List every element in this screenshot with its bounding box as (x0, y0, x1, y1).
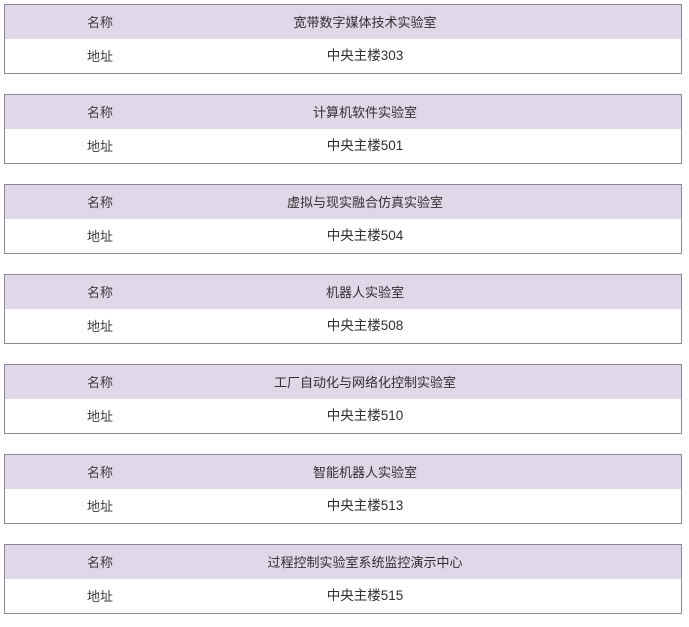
lab-name-row: 名称 计算机软件实验室 (5, 95, 681, 129)
lab-name-value: 机器人实验室 (325, 284, 404, 300)
lab-name-value: 宽带数字媒体技术实验室 (293, 14, 437, 30)
lab-card: 名称 机器人实验室地址 中央主楼508 (4, 274, 682, 344)
lab-name-label: 名称 (87, 554, 114, 570)
lab-address-label: 地址 (87, 48, 114, 64)
lab-name-label: 名称 (87, 104, 114, 120)
lab-address-value: 中央主楼510 (326, 408, 404, 424)
lab-address-label: 地址 (87, 318, 114, 334)
lab-name-row: 名称 虚拟与现实融合仿真实验室 (5, 185, 681, 219)
lab-name-row: 名称 工厂自动化与网络化控制实验室 (5, 365, 681, 399)
lab-name-label: 名称 (87, 194, 114, 210)
lab-address-row: 地址 中央主楼510 (5, 399, 681, 433)
lab-name-label: 名称 (87, 464, 114, 480)
lab-card: 名称 智能机器人实验室地址 中央主楼513 (4, 454, 682, 524)
lab-address-row: 地址 中央主楼501 (5, 129, 681, 163)
lab-card: 名称 工厂自动化与网络化控制实验室地址 中央主楼510 (4, 364, 682, 434)
lab-address-value: 中央主楼508 (326, 318, 404, 334)
lab-name-label: 名称 (87, 374, 114, 390)
lab-card: 名称 计算机软件实验室地址 中央主楼501 (4, 94, 682, 164)
lab-address-value: 中央主楼513 (326, 498, 404, 514)
lab-name-row: 名称 过程控制实验室系统监控演示中心 (5, 545, 681, 579)
lab-address-row: 地址 中央主楼504 (5, 219, 681, 253)
lab-name-value: 计算机软件实验室 (312, 104, 417, 120)
lab-name-label: 名称 (87, 14, 114, 30)
lab-address-value: 中央主楼504 (326, 228, 404, 244)
lab-address-value: 中央主楼303 (326, 48, 404, 64)
lab-address-value: 中央主楼501 (326, 138, 404, 154)
lab-name-row: 名称 智能机器人实验室 (5, 455, 681, 489)
lab-name-value: 虚拟与现实融合仿真实验室 (286, 194, 443, 210)
lab-address-row: 地址 中央主楼513 (5, 489, 681, 523)
lab-address-label: 地址 (87, 498, 114, 514)
lab-card: 名称 虚拟与现实融合仿真实验室地址 中央主楼504 (4, 184, 682, 254)
lab-card: 名称 过程控制实验室系统监控演示中心地址 中央主楼515 (4, 544, 682, 614)
lab-address-label: 地址 (87, 588, 114, 604)
lab-name-row: 名称 机器人实验室 (5, 275, 681, 309)
lab-address-label: 地址 (87, 138, 114, 154)
lab-address-row: 地址 中央主楼303 (5, 39, 681, 73)
lab-name-value: 智能机器人实验室 (312, 464, 417, 480)
lab-address-label: 地址 (87, 408, 114, 424)
lab-address-row: 地址 中央主楼515 (5, 579, 681, 613)
lab-address-value: 中央主楼515 (326, 588, 404, 604)
lab-card: 名称 宽带数字媒体技术实验室地址 中央主楼303 (4, 4, 682, 74)
lab-name-row: 名称 宽带数字媒体技术实验室 (5, 5, 681, 39)
lab-name-value: 过程控制实验室系统监控演示中心 (267, 554, 463, 570)
lab-name-value: 工厂自动化与网络化控制实验室 (273, 374, 456, 390)
laboratory-list: 名称 宽带数字媒体技术实验室 地址 中央主楼303 名称 计算机软件实验室 地址 中央主楼50… (4, 4, 682, 614)
lab-address-row: 地址 中央主楼508 (5, 309, 681, 343)
lab-name-label: 名称 (87, 284, 114, 300)
lab-address-label: 地址 (87, 228, 114, 244)
